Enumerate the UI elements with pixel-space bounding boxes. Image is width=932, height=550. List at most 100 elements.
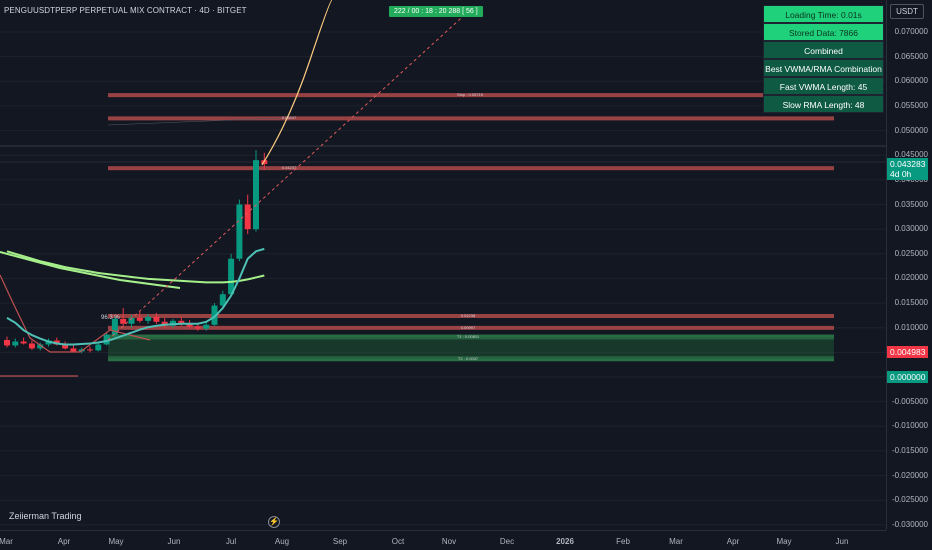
candle-body xyxy=(120,318,127,324)
candle-body xyxy=(153,316,160,322)
time-tick: Jul xyxy=(225,537,237,546)
candle-body xyxy=(253,160,259,230)
time-tick: Jun xyxy=(835,537,849,546)
time-tick: Oct xyxy=(391,537,405,546)
red-ma-line xyxy=(0,274,151,353)
info-row: Fast VWMA Length: 45 xyxy=(763,77,884,95)
time-tick: Sep xyxy=(332,537,348,546)
time-tick: Jun xyxy=(167,537,181,546)
candle-body xyxy=(186,323,193,327)
current-price-value: 0.043283 xyxy=(890,158,926,169)
time-tick: Nov xyxy=(441,537,457,546)
zone-label: Stop : 0.05719 xyxy=(456,92,484,98)
price-chart[interactable]: 96.3 % xyxy=(0,0,886,530)
price-tick: 0.030000 xyxy=(894,224,928,234)
info-row: Stored Data: 7866 xyxy=(763,23,884,41)
price-tick: 0.010000 xyxy=(894,322,928,332)
candle-body xyxy=(95,344,102,351)
price-tick: 0.020000 xyxy=(894,273,928,283)
symbol-title: PENGUUSDTPERP PERPETUAL MIX CONTRACT · 4… xyxy=(4,6,247,15)
candle-body xyxy=(178,320,185,324)
price-tick: 0.015000 xyxy=(894,298,928,308)
candle-body xyxy=(28,343,35,349)
info-row: Loading Time: 0.01s xyxy=(763,5,884,23)
lightning-icon[interactable]: ⚡ xyxy=(268,516,280,528)
zone-band xyxy=(108,116,834,121)
time-tick: Apr xyxy=(726,537,740,546)
time-tick: Dec xyxy=(499,537,515,546)
zone-band xyxy=(108,325,834,330)
candle-body xyxy=(136,317,143,321)
price-tick: 0.065000 xyxy=(894,51,928,61)
candle-body xyxy=(103,334,110,345)
info-row: Best VWMA/RMA Combination xyxy=(763,59,884,77)
slow-ma-line xyxy=(6,250,265,284)
zone-label: 0.01238 xyxy=(460,312,476,318)
target-zone-fill xyxy=(108,337,834,359)
price-tick: 0.045000 xyxy=(894,150,928,160)
candle-body xyxy=(37,344,44,349)
current-price-label: 0.043283 4d 0h xyxy=(887,157,929,180)
watermark: Zeiierman Trading xyxy=(9,511,82,521)
price-tick: -0.020000 xyxy=(891,470,928,480)
time-tick: 2026 xyxy=(556,537,574,546)
zone-band xyxy=(108,313,834,318)
price-tick: 0.055000 xyxy=(894,100,928,110)
time-tick: May xyxy=(776,537,792,546)
candle-body xyxy=(236,204,243,259)
candle-body xyxy=(128,317,135,324)
trend-line xyxy=(107,117,283,126)
candle-body xyxy=(4,340,10,346)
price-tick: -0.025000 xyxy=(891,495,928,505)
chart-area[interactable]: 96.3 % Stop : 0.05719 0.05247 0.04237 0.012… xyxy=(0,0,886,530)
zone-label: 0.05247 xyxy=(281,115,297,121)
candle-body xyxy=(211,305,218,325)
candle-body xyxy=(70,348,77,352)
time-tick: Feb xyxy=(616,537,630,546)
zone-label: T2 : 0.0037 xyxy=(457,355,479,361)
time-tick: Apr xyxy=(57,537,71,546)
indicator-info-table: Loading Time: 0.01s Stored Data: 7866 Comb… xyxy=(763,5,884,113)
time-tick: Mar xyxy=(0,537,13,546)
price-axis[interactable]: 0.070000 0.065000 0.060000 0.055000 0.050000… xyxy=(886,0,932,530)
time-tick: Aug xyxy=(274,537,290,546)
zone-label: 0.04237 xyxy=(281,165,297,171)
candle-body xyxy=(111,318,118,335)
price-tick: 0.070000 xyxy=(894,27,928,36)
candle-body xyxy=(87,349,93,351)
fast-ma-line xyxy=(6,247,265,346)
indicator-price-label-red: 0.004983 xyxy=(887,346,929,359)
position-percent-label: 96.3 % xyxy=(101,315,120,321)
slow-ma-left xyxy=(0,251,181,289)
price-tick: 0.050000 xyxy=(894,125,928,135)
time-axis[interactable]: Mar Apr May Jun Jul Aug Sep Oct Nov Dec 2026 Feb Mar… xyxy=(0,530,886,550)
candle-body xyxy=(12,341,19,346)
price-tick: 0.025000 xyxy=(894,248,928,258)
candle-body xyxy=(145,316,152,321)
price-tick: -0.005000 xyxy=(891,396,928,406)
price-tick: -0.030000 xyxy=(891,519,928,529)
zone-band xyxy=(108,166,834,171)
price-tick: -0.010000 xyxy=(891,421,928,431)
price-tick: -0.015000 xyxy=(891,445,928,455)
candle-body xyxy=(244,204,251,230)
price-tick: 0.060000 xyxy=(894,76,928,86)
candle-body xyxy=(62,344,69,349)
info-row: Combined xyxy=(763,41,884,59)
time-tick: May xyxy=(108,537,124,546)
candle-body xyxy=(194,326,201,329)
currency-button[interactable]: USDT xyxy=(890,4,924,19)
projection-dashed-line xyxy=(107,9,471,341)
candle-body xyxy=(219,294,226,306)
bar-close-countdown: 4d 0h xyxy=(890,168,912,179)
price-tick: 0.035000 xyxy=(894,199,928,209)
zone-band xyxy=(108,93,834,98)
zone-label: T1 : 0.00811 xyxy=(456,334,480,340)
time-tick: Mar xyxy=(669,537,683,546)
info-row: Slow RMA Length: 48 xyxy=(763,95,884,113)
projection-curve xyxy=(261,0,333,166)
candle-body xyxy=(20,341,27,344)
bar-countdown-badge: 222 / 00 : 18 : 20 288 [ 56 ] xyxy=(389,6,483,17)
candle-body xyxy=(228,258,235,295)
candle-body xyxy=(203,324,210,329)
